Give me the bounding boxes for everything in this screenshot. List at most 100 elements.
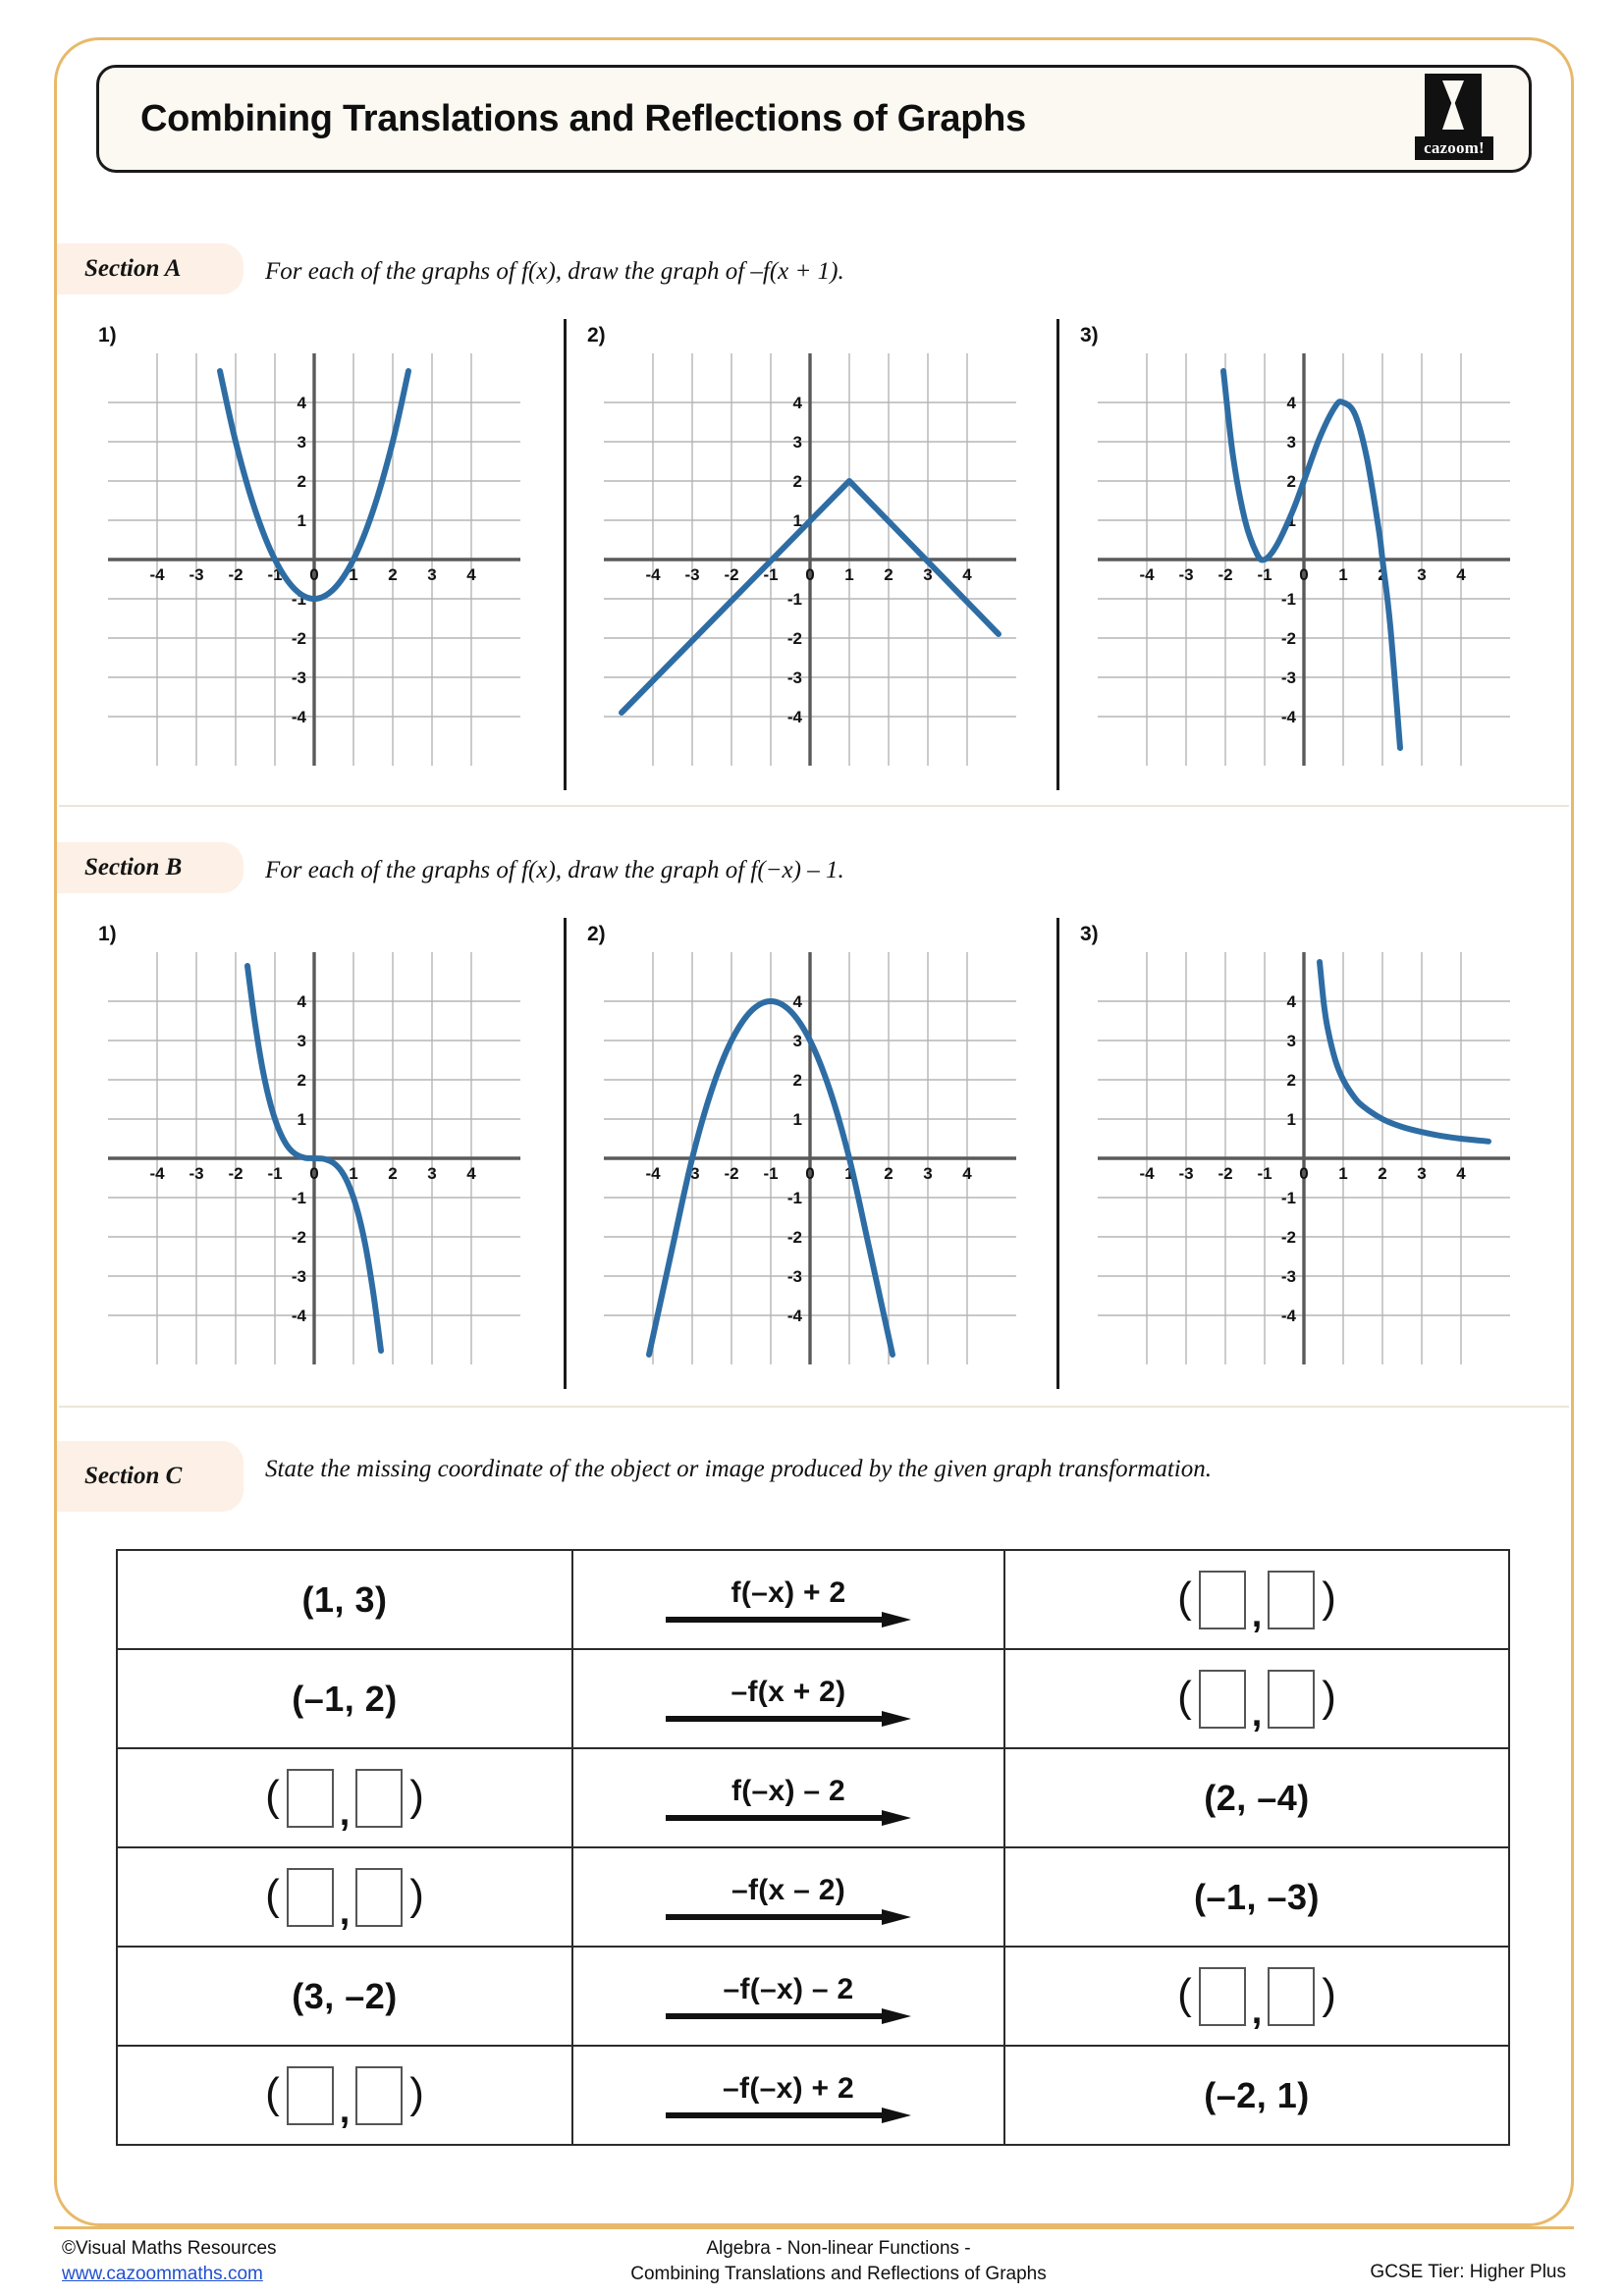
svg-text:1: 1 xyxy=(298,511,306,530)
svg-text:-4: -4 xyxy=(1281,1307,1297,1325)
answer-box-y[interactable] xyxy=(355,1867,404,1927)
question-a1-number: 1) xyxy=(98,324,117,347)
transformation-label: f(–x) – 2 xyxy=(731,1774,846,1807)
graph-b3[interactable]: -4 -3 -2 -1 0 1 2 3 4 4 3 2 1 -1 -2 -3 -4 xyxy=(1098,952,1510,1364)
svg-text:-2: -2 xyxy=(292,1228,306,1247)
object-cell: (3, –2) xyxy=(116,1946,573,2047)
answer-box-y[interactable] xyxy=(1268,1966,1316,2026)
svg-text:-4: -4 xyxy=(149,1164,165,1183)
svg-text:2: 2 xyxy=(884,565,893,584)
image-cell: (2, –4) xyxy=(1003,1747,1510,1848)
close-paren: ) xyxy=(1322,1573,1336,1622)
svg-text:1: 1 xyxy=(793,511,802,530)
table-row: (,) f(–x) – 2 (2, –4) xyxy=(116,1747,1510,1848)
graph-a3[interactable]: -4 -3 -2 -1 0 1 2 3 4 4 3 2 1 -1 -2 -3 -4 xyxy=(1098,353,1510,766)
graph-b1[interactable]: -4 -3 -2 -1 0 1 2 3 4 4 3 2 1 -1 -2 -3 -4 xyxy=(108,952,520,1364)
footer-topic-line2: Combining Translations and Reflections o… xyxy=(630,2263,1047,2284)
divider-a-2 xyxy=(1056,319,1059,790)
page-border xyxy=(54,37,1574,2226)
svg-text:-4: -4 xyxy=(292,708,307,726)
image-cell: (,) xyxy=(1003,1946,1510,2047)
svg-text:3: 3 xyxy=(1417,1164,1426,1183)
svg-text:-3: -3 xyxy=(787,668,802,687)
footer-url-link[interactable]: www.cazoommaths.com xyxy=(62,2263,263,2284)
answer-box-y[interactable] xyxy=(355,1768,404,1828)
answer-box-y[interactable] xyxy=(355,2065,404,2125)
question-b1-number: 1) xyxy=(98,923,117,945)
curve-B3 xyxy=(1317,959,1491,1145)
svg-text:0: 0 xyxy=(1299,1164,1308,1183)
answer-box-x[interactable] xyxy=(1198,1966,1246,2026)
svg-text:4: 4 xyxy=(1456,1164,1466,1183)
footer-rule xyxy=(54,2226,1574,2229)
svg-text:-3: -3 xyxy=(1178,565,1193,584)
coordinate-comma: , xyxy=(339,1792,351,1834)
object-coordinate: (3, –2) xyxy=(292,1975,398,2016)
footer-topic-line1: Algebra - Non-linear Functions - xyxy=(706,2238,971,2259)
svg-text:-2: -2 xyxy=(787,1228,802,1247)
svg-text:1: 1 xyxy=(1338,565,1347,584)
answer-box-y[interactable] xyxy=(1268,1570,1316,1629)
close-paren: ) xyxy=(409,2068,424,2117)
svg-text:2: 2 xyxy=(884,1164,893,1183)
transformation-label: –f(–x) – 2 xyxy=(723,1972,854,2005)
svg-text:-1: -1 xyxy=(1281,1189,1296,1207)
transformation-cell: f(–x) – 2 xyxy=(571,1747,1005,1848)
svg-text:-4: -4 xyxy=(1139,565,1155,584)
blank-coordinate: (,) xyxy=(118,1768,571,1834)
svg-text:1: 1 xyxy=(844,565,853,584)
curve-B2 xyxy=(646,998,895,1358)
svg-text:1: 1 xyxy=(298,1110,306,1129)
blank-coordinate: (,) xyxy=(1005,1669,1508,1735)
question-a3-number: 3) xyxy=(1080,324,1099,347)
answer-box-x[interactable] xyxy=(286,1867,334,1927)
question-a2-number: 2) xyxy=(587,324,606,347)
svg-text:-1: -1 xyxy=(787,1189,802,1207)
svg-text:2: 2 xyxy=(388,1164,397,1183)
svg-text:-4: -4 xyxy=(149,565,165,584)
object-cell: (–1, 2) xyxy=(116,1648,573,1749)
svg-text:-1: -1 xyxy=(763,565,778,584)
svg-text:3: 3 xyxy=(793,1032,802,1050)
svg-text:-1: -1 xyxy=(267,1164,282,1183)
divider-b-1 xyxy=(564,918,567,1389)
svg-text:4: 4 xyxy=(1287,394,1297,412)
svg-text:3: 3 xyxy=(1417,565,1426,584)
transformation-label: –f(–x) + 2 xyxy=(723,2071,854,2105)
answer-box-x[interactable] xyxy=(1198,1570,1246,1629)
svg-text:4: 4 xyxy=(1456,565,1466,584)
svg-text:4: 4 xyxy=(793,992,803,1011)
close-paren: ) xyxy=(409,1771,424,1820)
object-coordinate: (1, 3) xyxy=(301,1578,388,1620)
graph-a2[interactable]: -4 -3 -2 -1 0 1 2 3 4 4 3 2 1 -1 -2 -3 -4 xyxy=(604,353,1016,766)
coordinate-comma: , xyxy=(1251,1991,1263,2032)
blank-coordinate: (,) xyxy=(118,1867,571,1933)
question-b2-number: 2) xyxy=(587,923,606,945)
svg-text:3: 3 xyxy=(1287,433,1296,452)
answer-box-x[interactable] xyxy=(286,1768,334,1828)
arrow-right-icon xyxy=(666,2007,911,2024)
image-coordinate: (–2, 1) xyxy=(1204,2074,1310,2115)
arrow-right-icon xyxy=(666,1809,911,1826)
answer-box-x[interactable] xyxy=(1198,1669,1246,1729)
section-c-label: Section C xyxy=(57,1441,244,1512)
svg-text:0: 0 xyxy=(805,1164,814,1183)
svg-text:3: 3 xyxy=(427,565,436,584)
footer-left: ©Visual Maths Resources www.cazoommaths.… xyxy=(54,2236,427,2286)
answer-box-x[interactable] xyxy=(286,2065,334,2125)
close-paren: ) xyxy=(1322,1969,1336,2018)
section-a-instruction: For each of the graphs of f(x), draw the… xyxy=(265,258,844,285)
image-cell: (,) xyxy=(1003,1549,1510,1650)
svg-text:-4: -4 xyxy=(645,565,661,584)
graph-b2[interactable]: -4 -3 -2 -1 0 1 2 3 4 4 3 2 1 -1 -2 -3 -4 xyxy=(604,952,1016,1364)
graph-a1[interactable]: -4 -3 -2 -1 0 1 2 3 4 4 3 2 1 -1 -2 -3 -4 xyxy=(108,353,520,766)
svg-text:-4: -4 xyxy=(1281,708,1297,726)
svg-text:3: 3 xyxy=(923,1164,932,1183)
answer-box-y[interactable] xyxy=(1268,1669,1316,1729)
svg-text:-3: -3 xyxy=(684,565,699,584)
image-cell: (–2, 1) xyxy=(1003,2045,1510,2146)
curve-A3 xyxy=(1220,368,1403,751)
svg-text:3: 3 xyxy=(298,1032,306,1050)
section-a-header: Section A For each of the graphs of f(x)… xyxy=(57,243,844,294)
section-c-instruction: State the missing coordinate of the obje… xyxy=(265,1456,1212,1482)
